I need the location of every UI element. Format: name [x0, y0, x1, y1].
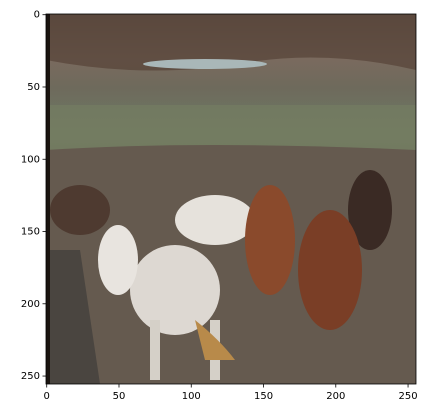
- horse-bg: [50, 185, 110, 235]
- y-tick-label: 100: [21, 154, 40, 165]
- y-tick-label: 200: [21, 299, 40, 310]
- y-tick-label: 250: [21, 371, 40, 382]
- rocks: [46, 250, 100, 384]
- x-tick-label: 150: [254, 391, 273, 402]
- grass: [46, 105, 416, 150]
- horse-white-head: [98, 225, 138, 295]
- mountain: [46, 14, 416, 71]
- tail: [195, 320, 235, 360]
- horse-brown: [245, 185, 295, 295]
- x-tick-label: 0: [44, 391, 50, 402]
- x-tick-label: 50: [113, 391, 126, 402]
- axes-frame: [45, 13, 417, 385]
- horse-white-back: [175, 195, 255, 245]
- image: [46, 14, 416, 384]
- horse-brown-front: [298, 210, 362, 330]
- lake: [143, 59, 267, 69]
- y-tick-label: 0: [34, 10, 40, 21]
- x-tick-label: 100: [182, 391, 201, 402]
- x-tick-label: 250: [399, 391, 418, 402]
- y-tick-label: 150: [21, 227, 40, 238]
- y-tick-label: 50: [27, 82, 40, 93]
- horse-dark: [348, 170, 392, 250]
- edge: [46, 14, 50, 384]
- leg: [150, 320, 160, 380]
- horse-white: [130, 245, 220, 335]
- x-tick-label: 200: [326, 391, 345, 402]
